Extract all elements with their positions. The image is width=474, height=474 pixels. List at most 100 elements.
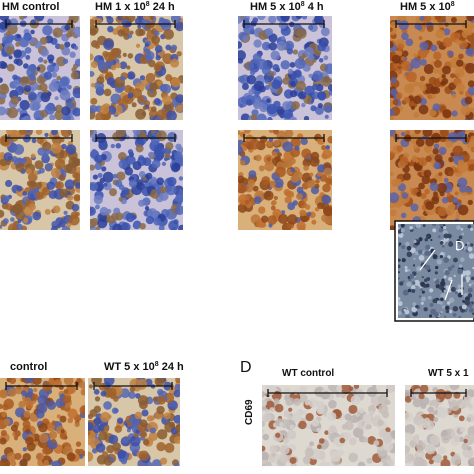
cell (448, 156, 454, 163)
cell (134, 138, 145, 148)
cell (64, 41, 71, 48)
cell (18, 37, 29, 48)
cell (244, 199, 250, 205)
cell (245, 98, 253, 106)
cell (470, 243, 474, 247)
cell (290, 137, 301, 148)
cell (32, 211, 42, 221)
cell (0, 430, 7, 437)
cell (377, 394, 388, 405)
cell (139, 75, 146, 81)
cell (9, 18, 19, 28)
cell (433, 417, 439, 422)
cell (268, 137, 274, 142)
cell (132, 130, 141, 135)
cell (48, 378, 55, 384)
cell (135, 108, 146, 120)
cell (349, 437, 357, 446)
cell (450, 286, 456, 292)
cell (262, 391, 266, 398)
cell (340, 392, 346, 399)
cell (261, 65, 271, 75)
cell (68, 214, 80, 226)
cell (115, 143, 122, 149)
cell (281, 210, 286, 215)
cell (289, 62, 296, 68)
cell (100, 411, 111, 423)
cell (66, 194, 74, 201)
cell (444, 22, 449, 27)
cell (440, 292, 447, 299)
cell (423, 169, 432, 178)
cell (444, 305, 450, 311)
cell (71, 203, 80, 212)
cell (426, 25, 434, 33)
cell (440, 228, 444, 232)
cell (116, 417, 124, 424)
cell (278, 20, 287, 30)
cell (273, 139, 281, 147)
cell (3, 418, 11, 426)
cell (148, 151, 155, 159)
cell (432, 103, 441, 112)
cell (238, 182, 248, 194)
cell (158, 225, 165, 230)
cell (103, 401, 112, 410)
cell (54, 158, 66, 170)
cell (10, 96, 20, 105)
cell (470, 147, 474, 153)
cell (90, 19, 95, 26)
cell (434, 154, 443, 163)
cell (295, 80, 306, 92)
cell (98, 382, 107, 391)
cell (35, 409, 45, 419)
cell (259, 85, 266, 93)
cell (425, 137, 435, 147)
cell (316, 406, 325, 415)
cell (424, 278, 428, 283)
cell (58, 174, 66, 182)
cell (460, 105, 471, 116)
cell (470, 135, 474, 142)
cell (175, 143, 182, 150)
cell (385, 385, 395, 393)
cell (92, 424, 102, 433)
cell (176, 51, 182, 57)
cell (437, 206, 447, 217)
cell (289, 456, 297, 464)
cell (271, 79, 282, 90)
cell (348, 452, 359, 463)
cell (127, 53, 134, 59)
cell (425, 283, 430, 288)
cell (129, 386, 136, 393)
cell (262, 413, 272, 423)
micrograph (0, 16, 80, 120)
cell (144, 42, 149, 48)
cell (390, 41, 394, 49)
cell (398, 258, 401, 262)
label-text: WT 5 x 10 (104, 361, 155, 373)
cell (447, 233, 452, 239)
cell (93, 389, 100, 395)
cell (321, 194, 332, 205)
cell (124, 84, 133, 93)
cell (459, 246, 465, 251)
cell (51, 72, 58, 78)
label-sup: 8 (451, 1, 455, 8)
cell (309, 172, 314, 177)
cell (296, 221, 306, 230)
cell (64, 24, 71, 31)
cell (27, 65, 34, 71)
cell (467, 199, 473, 206)
cell (95, 204, 100, 210)
cell (14, 452, 22, 460)
cell (454, 291, 458, 295)
cell (269, 445, 277, 453)
cell (262, 445, 266, 452)
cell (415, 138, 425, 147)
cell (448, 297, 455, 303)
cell (65, 144, 77, 155)
cell (238, 16, 243, 24)
cell (50, 142, 62, 154)
cell (366, 386, 378, 398)
